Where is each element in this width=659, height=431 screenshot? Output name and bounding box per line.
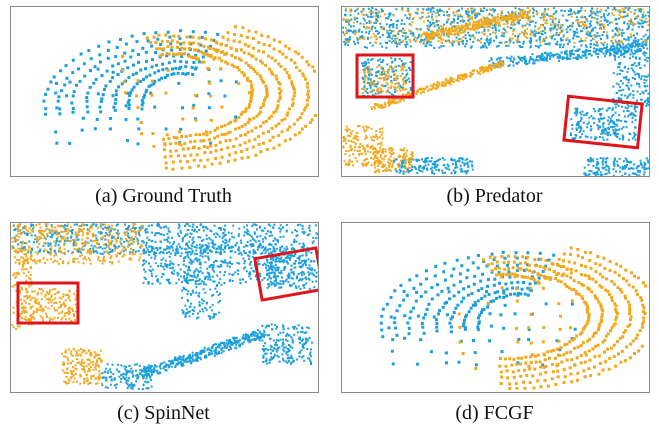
panel-predator — [341, 6, 650, 177]
source-cloud — [11, 223, 318, 390]
panel-spinnet — [10, 222, 319, 393]
highlight-box-left — [355, 53, 415, 99]
highlight-box-right — [253, 246, 318, 302]
highlight-box-right — [562, 94, 644, 150]
source-cloud — [342, 7, 649, 176]
source-cloud — [379, 250, 577, 367]
caption-spinnet: (c) SpinNet — [117, 402, 210, 424]
panel-ground-truth — [10, 6, 319, 177]
point-cloud-ground-truth — [42, 25, 317, 171]
caption-predator: (b) Predator — [446, 185, 543, 207]
panel-fcgf — [341, 222, 650, 393]
point-cloud-spinnet — [11, 223, 318, 390]
caption-ground-truth: (a) Ground Truth — [95, 185, 232, 207]
point-cloud-predator — [342, 7, 649, 176]
target-cloud — [342, 7, 649, 174]
highlight-box-left — [16, 281, 80, 325]
target-cloud — [457, 246, 648, 390]
caption-fcgf: (d) FCGF — [455, 402, 534, 424]
point-cloud-fcgf — [379, 246, 648, 390]
target-cloud — [121, 25, 317, 171]
